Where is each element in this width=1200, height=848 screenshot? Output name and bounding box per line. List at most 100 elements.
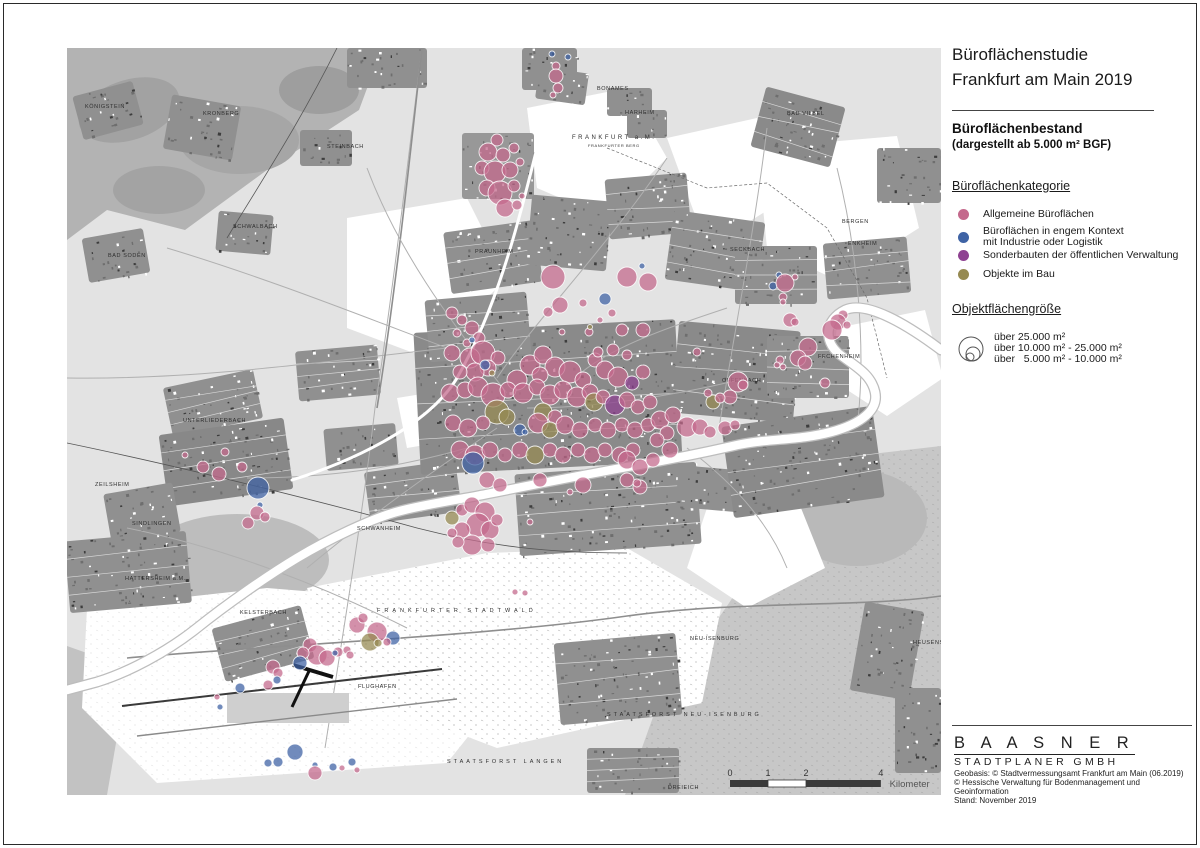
map-point-p [461, 534, 483, 556]
map-point-b [246, 476, 270, 500]
place-label: ENKHEIM [848, 241, 877, 247]
map-point-p [631, 458, 649, 476]
credit-line: Stand: November 2019 [954, 796, 1037, 805]
place-label: STEINBACH [327, 144, 364, 150]
place-label: KRONBERG [203, 111, 239, 117]
place-label: FRANKFURT a.M. [572, 135, 656, 141]
map-point-p [357, 612, 369, 624]
map-point-p [570, 442, 586, 458]
credit-line: Geobasis: © Stadtvermessungsamt Frankfur… [954, 769, 1184, 778]
map-point-p [618, 391, 636, 409]
legend-category-p: Allgemeine Büroflächen [958, 209, 1094, 220]
map-point-p [549, 91, 557, 99]
map-point-b [234, 682, 246, 694]
map-point-p [440, 383, 460, 403]
map-base: KÖNIGSTEIN KRONBERG STEINBACH SCHWALBACH BAD… [67, 48, 941, 795]
map-point-p [236, 461, 248, 473]
map-point-p [480, 537, 496, 553]
scale-unit-label: Kilometer [890, 779, 930, 790]
map-point-p [452, 328, 462, 338]
size-label: über 25.000 m² [994, 331, 1066, 343]
map-point-p [220, 447, 230, 457]
scale-tick-label: 4 [878, 768, 883, 778]
map-point-p [596, 316, 604, 324]
divider [952, 110, 1154, 111]
map-point-p [664, 406, 682, 424]
map-point-p [338, 764, 346, 772]
category-label: Büroflächen in engem Kontext mit Industri… [983, 225, 1124, 248]
place-label: KÖNIGSTEIN [85, 103, 125, 110]
size-label: über 10.000 m² - 25.000 m² [994, 342, 1122, 354]
size-label-list: über 25.000 m² über 10.000 m² - 25.000 m²… [994, 332, 1122, 365]
map-point-p [578, 298, 588, 308]
legend-category-b: Büroflächen in engem Kontext mit Industri… [958, 226, 1124, 248]
scale-tick-label: 2 [803, 768, 808, 778]
place-label: BAD SODEN [108, 253, 146, 259]
place-label: FRANKFURTER BERG [588, 143, 640, 148]
legend-category-v: Sonderbauten der öffentlichen Verwaltung [958, 250, 1178, 261]
map-title-line1: Büroflächenstudie [952, 45, 1089, 64]
map-point-b [598, 292, 612, 306]
map-point-p [692, 347, 702, 357]
map-point-p [607, 308, 617, 318]
divider [952, 725, 1192, 726]
place-label: STAATSFORST NEU-ISENBURG [607, 712, 762, 718]
map-point-p [592, 346, 604, 358]
legend-panel: Büroflächenstudie Frankfurt am Main 2019… [950, 0, 1195, 848]
map-point-b [521, 428, 529, 436]
map-point-p [478, 142, 498, 162]
map-point-p [241, 516, 255, 530]
map-point-p [606, 343, 620, 357]
map-point-p [456, 314, 468, 326]
map-point-p [714, 392, 726, 404]
map-point-p [507, 179, 521, 193]
map-point-p [790, 317, 800, 327]
map-point-b [638, 262, 646, 270]
map-point-o [587, 324, 593, 330]
place-label: NEU-ISENBURG [690, 636, 739, 642]
map-point-p [540, 264, 566, 290]
map-point-p [490, 133, 504, 147]
map-point-p [445, 306, 459, 320]
map-point-o [444, 510, 460, 526]
category-label: Allgemeine Büroflächen [983, 208, 1094, 220]
map-point-p [773, 361, 781, 369]
map-point-p [703, 388, 713, 398]
place-label: DREIEICH [668, 785, 699, 791]
map-point-p [211, 466, 227, 482]
map-point-p [779, 363, 787, 371]
map-point-p [451, 535, 465, 549]
map-point-p [213, 693, 221, 701]
map-point-o [498, 408, 516, 426]
map-point-p [619, 472, 635, 488]
place-label: BAD VILBEL [787, 111, 825, 117]
map-point-o [373, 638, 383, 648]
map-point-b [479, 359, 491, 371]
credit-line: © Hessische Verwaltung für Bodenmanageme… [954, 778, 1141, 796]
map-point-p [791, 273, 799, 281]
place-label: FRANKFURTER STADTWALD [377, 608, 537, 614]
scale-tick-label: 0 [727, 768, 732, 778]
map-point-p [492, 477, 508, 493]
map-title: Büroflächenstudie Frankfurt am Main 2019 [952, 42, 1132, 92]
place-label: BERGEN [842, 219, 869, 225]
place-label: PRAUNHEIM [475, 249, 513, 255]
map-point-p [703, 425, 717, 439]
place-label: SINDLINGEN [132, 521, 172, 527]
map-point-b [292, 655, 308, 671]
map-point-p [508, 142, 520, 154]
scale-tick-label: 1 [765, 768, 770, 778]
map-point-p [635, 364, 651, 380]
map-point-p [452, 364, 468, 380]
map-point-p [729, 419, 741, 431]
place-label: FLUGHAFEN [358, 684, 397, 690]
map-point-p [632, 478, 642, 488]
startbahn-west [290, 668, 312, 708]
map-point-p [554, 446, 572, 464]
map-point-b [468, 336, 476, 344]
map-point-p [511, 199, 523, 211]
map-point-p [318, 649, 336, 667]
map-point-p [532, 472, 548, 488]
map-point-p [775, 273, 795, 293]
map-point-p [542, 306, 554, 318]
